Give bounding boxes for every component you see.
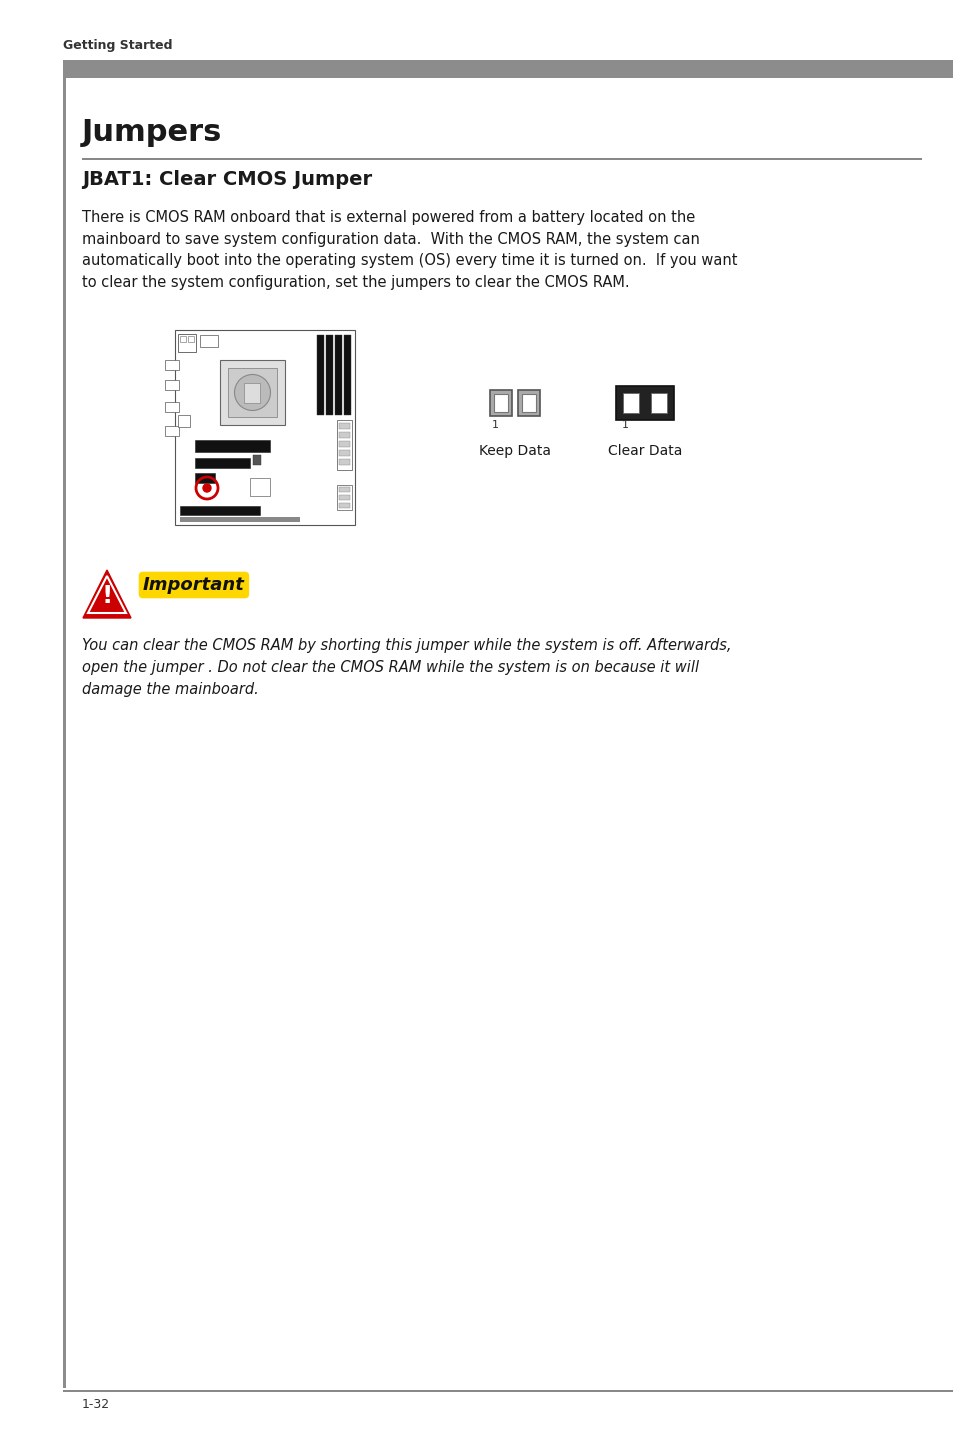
Bar: [244, 382, 260, 402]
Bar: [250, 478, 270, 495]
Bar: [326, 335, 333, 415]
Bar: [338, 441, 350, 447]
Bar: [174, 329, 355, 526]
Bar: [338, 503, 350, 508]
Text: 1-32: 1-32: [82, 1398, 110, 1411]
Text: Important: Important: [143, 576, 245, 594]
Bar: [188, 337, 193, 342]
Text: Jumpers: Jumpers: [82, 117, 222, 147]
Polygon shape: [83, 570, 131, 619]
Bar: [194, 458, 250, 468]
Bar: [338, 432, 350, 438]
Bar: [517, 390, 539, 417]
Bar: [165, 425, 179, 435]
Bar: [228, 368, 276, 417]
Bar: [63, 60, 953, 77]
Text: !: !: [101, 584, 112, 609]
Bar: [82, 158, 921, 159]
Bar: [165, 359, 179, 369]
Text: Getting Started: Getting Started: [63, 39, 172, 52]
Bar: [338, 495, 350, 500]
Bar: [253, 455, 261, 465]
Bar: [316, 335, 324, 415]
Text: 1: 1: [621, 420, 628, 430]
Bar: [650, 392, 666, 412]
Bar: [338, 450, 350, 455]
Bar: [63, 77, 66, 1388]
Bar: [338, 460, 350, 465]
Text: Keep Data: Keep Data: [478, 444, 551, 458]
Bar: [165, 402, 179, 412]
Bar: [521, 394, 536, 412]
Bar: [180, 517, 299, 523]
Text: JBAT1: Clear CMOS Jumper: JBAT1: Clear CMOS Jumper: [82, 170, 372, 189]
Circle shape: [203, 484, 211, 493]
Bar: [63, 1390, 953, 1392]
Bar: [180, 505, 260, 516]
Bar: [165, 379, 179, 390]
Bar: [194, 473, 214, 483]
Circle shape: [234, 375, 271, 411]
Bar: [335, 335, 341, 415]
Text: Clear Data: Clear Data: [607, 444, 681, 458]
Bar: [616, 387, 673, 420]
Bar: [220, 359, 285, 425]
Bar: [336, 420, 352, 470]
Bar: [344, 335, 351, 415]
Bar: [178, 415, 190, 427]
Bar: [336, 485, 352, 510]
Bar: [338, 422, 350, 430]
Text: 1: 1: [492, 420, 498, 430]
Bar: [490, 390, 512, 417]
Bar: [338, 487, 350, 493]
Bar: [180, 337, 186, 342]
Bar: [178, 334, 195, 352]
Bar: [194, 440, 270, 453]
Text: There is CMOS RAM onboard that is external powered from a battery located on the: There is CMOS RAM onboard that is extern…: [82, 211, 737, 289]
Bar: [494, 394, 507, 412]
Bar: [200, 335, 218, 347]
Bar: [622, 392, 639, 412]
Text: You can clear the CMOS RAM by shorting this jumper while the system is off. Afte: You can clear the CMOS RAM by shorting t…: [82, 639, 731, 697]
